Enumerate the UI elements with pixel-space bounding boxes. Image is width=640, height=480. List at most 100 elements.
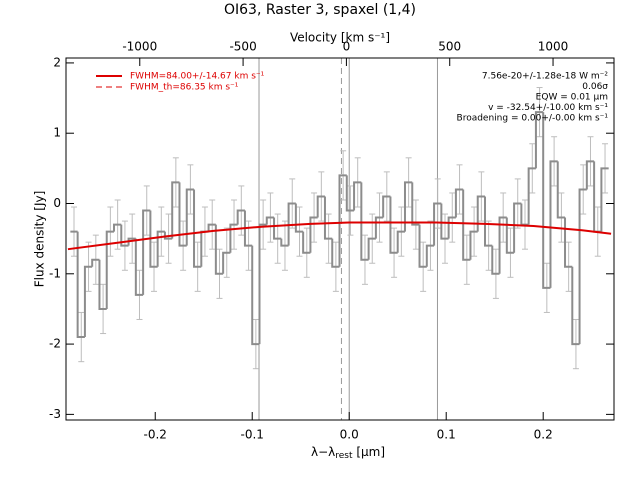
step-bin bbox=[331, 238, 340, 268]
annotation: 0.06σ bbox=[582, 82, 608, 92]
step-bin bbox=[287, 202, 296, 246]
step-bin bbox=[411, 182, 420, 226]
step-bin bbox=[163, 231, 173, 240]
step-bin bbox=[207, 223, 216, 232]
step-bin bbox=[185, 188, 195, 246]
step-bin bbox=[323, 196, 333, 240]
step-bin bbox=[418, 224, 427, 268]
step-bin bbox=[425, 244, 435, 267]
y-tick-label: 2 bbox=[53, 55, 61, 69]
step-bin bbox=[149, 210, 158, 268]
y-tick-label: -2 bbox=[49, 337, 61, 351]
x-tick-label: 0.0 bbox=[340, 428, 359, 442]
step-bin bbox=[571, 266, 580, 346]
x-tick-label: 0.2 bbox=[534, 428, 553, 442]
step-bin bbox=[374, 216, 384, 239]
plot-frame bbox=[65, 57, 615, 421]
x-tick-label: 0.1 bbox=[437, 428, 456, 442]
annotation: Broadening = 0.00+/-0.00 km s⁻¹ bbox=[457, 114, 609, 124]
x2-tick-label: -500 bbox=[229, 40, 256, 54]
legend-label: FWHM=84.00+/-14.67 km s⁻¹ bbox=[130, 72, 265, 82]
fit-line bbox=[67, 221, 612, 251]
y-axis-label: Flux density [Jy] bbox=[33, 191, 47, 288]
step-bin bbox=[309, 216, 318, 253]
y-tick-label: -1 bbox=[49, 266, 61, 280]
step-bin bbox=[273, 217, 282, 240]
step-bin bbox=[127, 237, 136, 246]
step-bin bbox=[345, 175, 355, 212]
step-bin bbox=[360, 182, 369, 261]
step-bin bbox=[316, 195, 325, 218]
step-bin bbox=[534, 111, 544, 169]
legend-label: FWHM_th=86.35 km s⁻¹ bbox=[130, 83, 239, 93]
annotation: EQW = 0.01 μm bbox=[536, 93, 608, 103]
x2-tick-label: -1000 bbox=[122, 40, 157, 54]
step-bin bbox=[396, 230, 405, 253]
step-bin bbox=[338, 174, 347, 267]
step-bin bbox=[498, 216, 507, 274]
step-bin bbox=[447, 216, 456, 239]
step-bin bbox=[433, 202, 442, 246]
x-label-main: λ−λ bbox=[311, 445, 335, 459]
step-bin bbox=[142, 209, 151, 295]
step-bin bbox=[513, 202, 522, 253]
step-bin bbox=[214, 224, 224, 275]
x-axis-label: λ−λrest [μm] bbox=[311, 445, 385, 461]
step-bin bbox=[76, 231, 85, 339]
y-tick-label: 0 bbox=[53, 196, 61, 210]
step-bin bbox=[222, 251, 231, 274]
step-bin bbox=[440, 203, 449, 240]
step-bin bbox=[91, 258, 100, 267]
step-bin bbox=[265, 216, 275, 225]
y-tick-label: -3 bbox=[49, 407, 61, 421]
step-bin bbox=[403, 181, 413, 232]
step-bin bbox=[134, 238, 144, 296]
step-bin bbox=[367, 237, 376, 260]
step-bin bbox=[113, 223, 122, 232]
top-axis-label: Velocity [km s⁻¹] bbox=[290, 31, 390, 45]
step-bin bbox=[505, 217, 515, 254]
step-bin bbox=[585, 160, 595, 190]
step-bin bbox=[469, 230, 478, 260]
step-bin bbox=[98, 259, 107, 310]
step-bin bbox=[280, 238, 289, 247]
step-bin bbox=[462, 189, 471, 261]
x2-tick-label: 0 bbox=[343, 40, 351, 54]
step-bin bbox=[549, 160, 558, 288]
step-bin bbox=[476, 195, 486, 232]
step-bin bbox=[229, 223, 238, 253]
x-tick-label: -0.2 bbox=[144, 428, 167, 442]
annotation: 7.56e-20+/-1.28e-18 W m⁻² bbox=[482, 72, 609, 82]
step-bin bbox=[156, 230, 165, 267]
step-bin bbox=[556, 161, 566, 219]
x2-tick-label: 500 bbox=[438, 40, 461, 54]
x2-tick-label: 1000 bbox=[538, 40, 569, 54]
x-tick-label: -0.1 bbox=[241, 428, 264, 442]
chart-title: OI63, Raster 3, spaxel (1,4) bbox=[224, 2, 416, 18]
y-tick-label: 1 bbox=[53, 126, 61, 140]
step-bin bbox=[193, 189, 202, 268]
step-bin bbox=[454, 188, 464, 218]
x-label-sub: rest bbox=[335, 451, 353, 461]
step-bin bbox=[171, 181, 180, 239]
step-bin bbox=[302, 231, 311, 254]
step-bin bbox=[542, 112, 551, 289]
step-bin bbox=[258, 223, 267, 345]
step-bin bbox=[600, 167, 609, 232]
step-bin bbox=[251, 245, 260, 346]
step-bin bbox=[382, 195, 391, 218]
annotation: v = -32.54+/-10.00 km s⁻¹ bbox=[488, 103, 608, 113]
step-bin bbox=[83, 265, 93, 338]
step-bin bbox=[527, 167, 536, 225]
step-bin bbox=[105, 230, 115, 309]
step-bin bbox=[236, 209, 245, 225]
step-bin bbox=[491, 245, 500, 275]
step-bin bbox=[178, 182, 187, 247]
step-bin bbox=[389, 196, 398, 254]
step-bin bbox=[294, 203, 304, 233]
step-bin bbox=[120, 224, 129, 247]
step-bin bbox=[578, 188, 587, 345]
step-bin bbox=[564, 217, 573, 268]
step-bin bbox=[243, 210, 253, 247]
